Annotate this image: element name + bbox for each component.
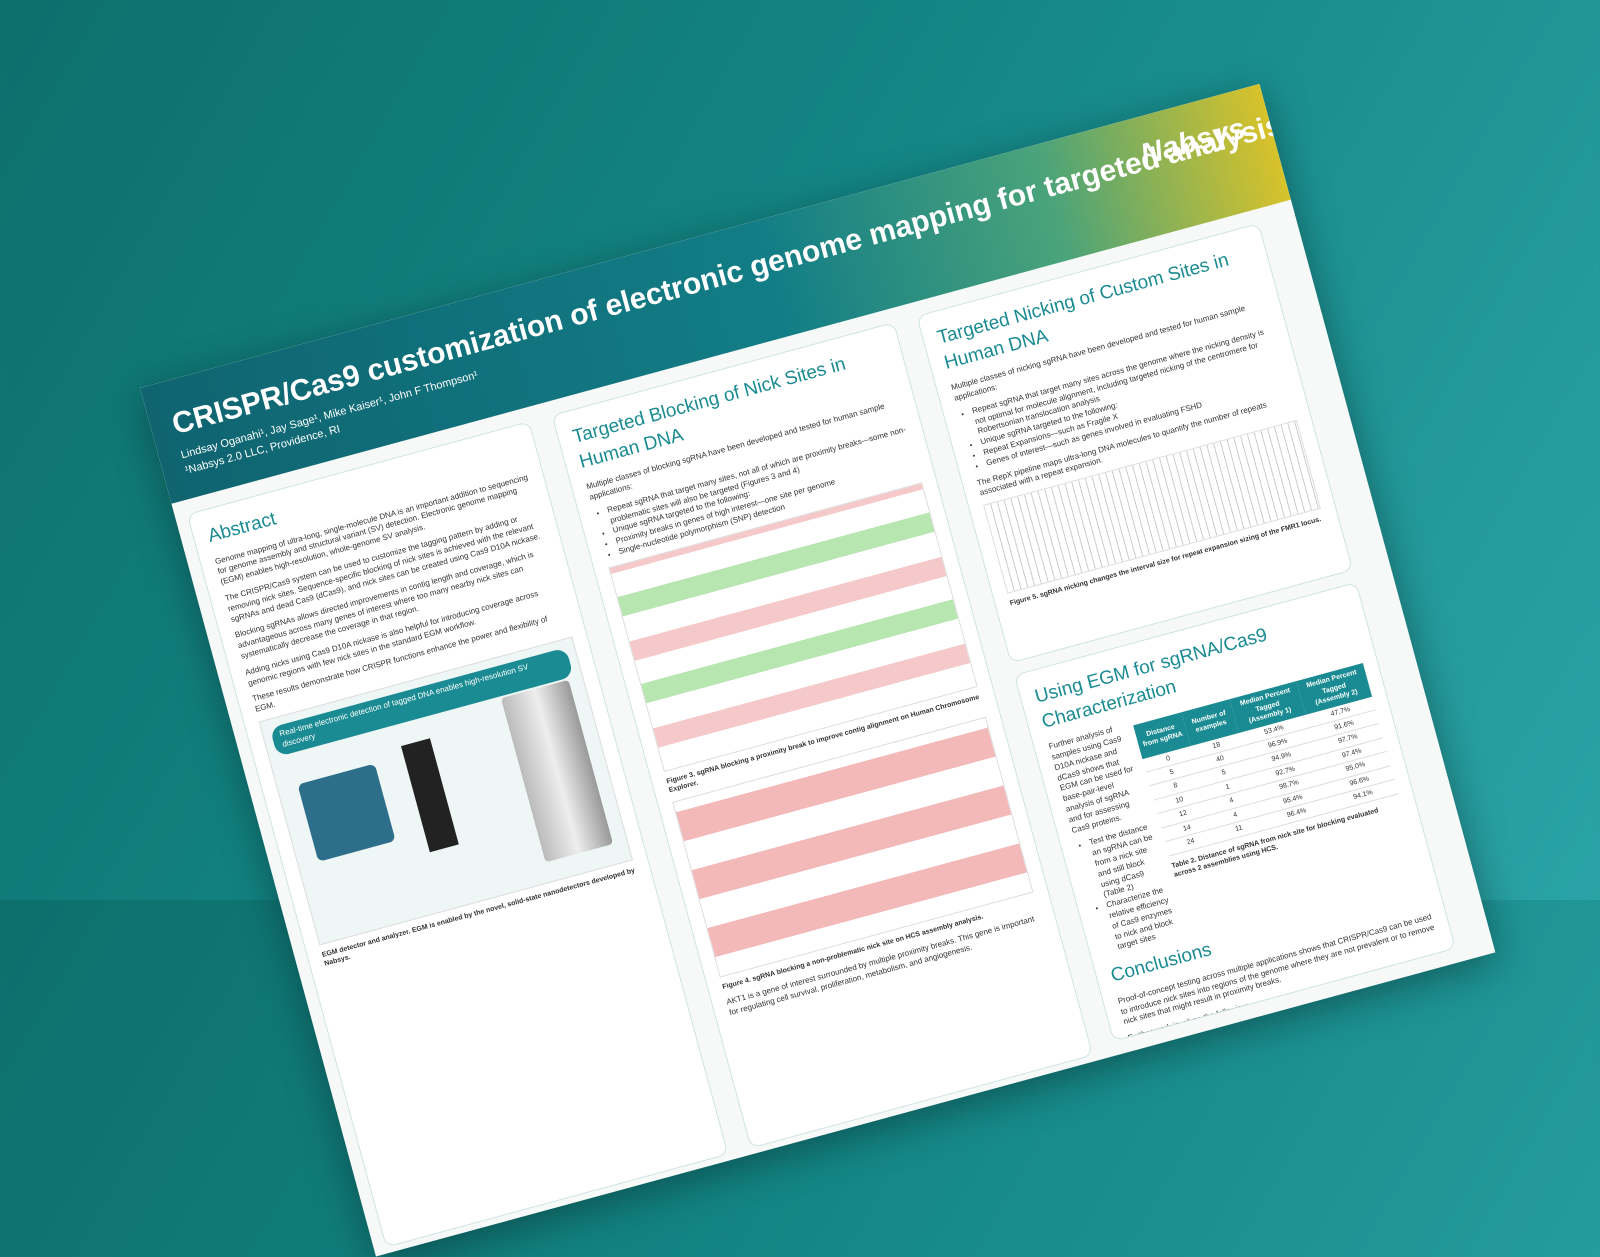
- page: {"poster":{ "title":"CRISPR/Cas9 customi…: [0, 0, 1600, 900]
- signal: [401, 738, 459, 853]
- poster: CRISPR/Cas9 customization of electronic …: [140, 83, 1496, 1257]
- text: Further analysis of samples using Cas9 D…: [1047, 725, 1135, 835]
- instrument: [500, 679, 614, 863]
- column-egm: Using EGM for sgRNA/Cas9 Characterizatio…: [1013, 581, 1457, 1042]
- column-nicking: Targeted Nicking of Custom Sites in Huma…: [916, 222, 1354, 664]
- detector: [297, 763, 396, 862]
